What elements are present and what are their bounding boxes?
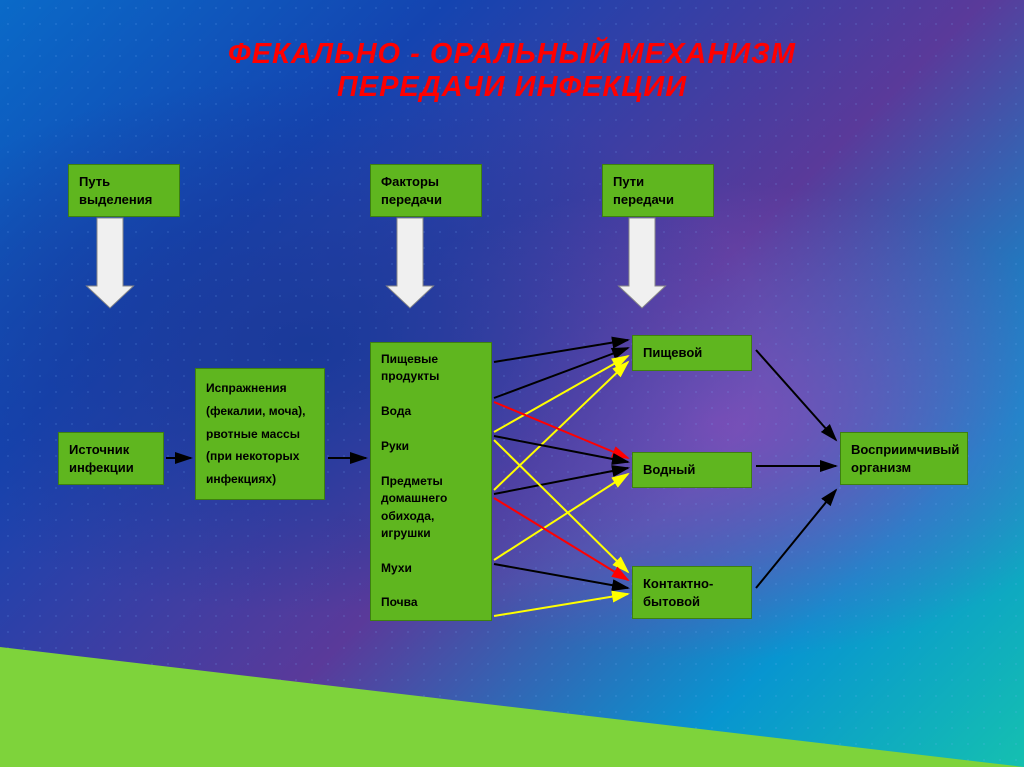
flow-arrow: [494, 468, 628, 494]
flow-arrow: [494, 402, 628, 458]
title-line-1: ФЕКАЛЬНО - ОРАЛЬНЫЙ МЕХАНИЗМ: [228, 38, 796, 70]
flow-arrow: [494, 564, 628, 588]
flow-arrow: [756, 350, 836, 440]
flow-arrow: [494, 356, 628, 432]
box-susceptible: Восприимчивый организм: [840, 432, 968, 485]
green-triangle-accent: [0, 647, 1024, 767]
box-header-path: Путь выделения: [68, 164, 180, 217]
flow-arrow: [494, 340, 628, 362]
block-arrow-down-icon: [619, 218, 666, 308]
title-line-2: ПЕРЕДАЧИ ИНФЕКЦИИ: [337, 71, 687, 103]
flow-arrow: [494, 498, 628, 580]
flow-arrow: [494, 362, 628, 490]
flow-arrow: [494, 348, 628, 398]
flow-arrow: [494, 436, 628, 462]
flow-arrow: [494, 474, 628, 560]
box-route-food: Пищевой: [632, 335, 752, 371]
box-source: Источник инфекции: [58, 432, 164, 485]
block-arrows-group: [87, 218, 666, 308]
block-arrow-down-icon: [387, 218, 434, 308]
box-route-water: Водный: [632, 452, 752, 488]
box-excreta: Испражнения (фекалии, моча), рвотные мас…: [195, 368, 325, 500]
flow-arrow: [494, 440, 628, 572]
box-factors-list: Пищевые продукты Вода Руки Предметы дома…: [370, 342, 492, 621]
diagram-title: ФЕКАЛЬНО - ОРАЛЬНЫЙ МЕХАНИЗМ ПЕРЕДАЧИ ИН…: [0, 38, 1024, 104]
flow-arrow: [494, 594, 628, 616]
flow-arrow: [756, 490, 836, 588]
block-arrow-down-icon: [87, 218, 134, 308]
box-route-contact: Контактно-бытовой: [632, 566, 752, 619]
box-header-factors: Факторы передачи: [370, 164, 482, 217]
box-header-routes: Пути передачи: [602, 164, 714, 217]
